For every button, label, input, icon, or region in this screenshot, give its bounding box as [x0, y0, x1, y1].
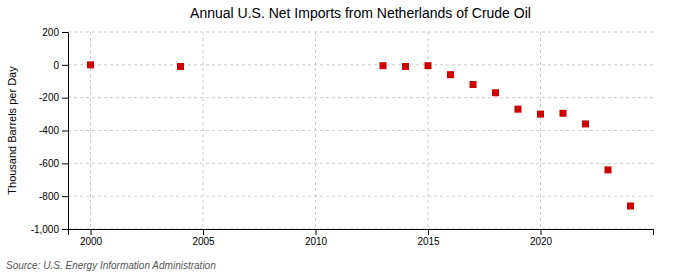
- x-tick-label: 2020: [530, 236, 553, 247]
- grid-line-y: [68, 32, 653, 33]
- grid-line-y: [68, 130, 653, 131]
- y-tick-mark: [62, 196, 68, 197]
- y-tick: -1,000: [31, 224, 68, 235]
- y-tick: -600: [39, 158, 68, 169]
- plot-area: 200020052010201520202000-200-400-600-800…: [31, 27, 654, 247]
- x-tick: 2010: [305, 229, 328, 247]
- source-annotation: Source: U.S. Energy Information Administ…: [6, 260, 216, 271]
- grid-line-y: [68, 163, 653, 164]
- point: [492, 89, 499, 96]
- title: Annual U.S. Net Imports from Netherlands…: [190, 5, 531, 21]
- y-tick-label: -200: [39, 92, 59, 103]
- chart-container: 200020052010201520202000-200-400-600-800…: [0, 0, 675, 275]
- point: [447, 71, 454, 78]
- grid-line-x: [540, 32, 541, 229]
- x-tick: 2020: [530, 229, 553, 247]
- y-axis: 200 0 -200 -400 -600 -800 -1,000: [31, 27, 69, 235]
- point: [470, 81, 477, 88]
- point: [560, 110, 567, 117]
- grid-line-y: [68, 97, 653, 98]
- grid-line-y: [68, 64, 653, 65]
- grid-line-x: [428, 32, 429, 229]
- y-tick-label: 200: [42, 27, 59, 38]
- x-tick: 2000: [80, 229, 103, 247]
- y-tick: -400: [39, 125, 68, 136]
- y-tick: 0: [53, 60, 68, 71]
- x-tick-label: 2010: [305, 236, 328, 247]
- x-axis-line: [69, 230, 654, 236]
- x-tick-label: 2015: [417, 236, 440, 247]
- grid-line-y: [68, 196, 653, 197]
- y-tick-label: -1,000: [31, 224, 60, 235]
- y-tick-mark: [62, 32, 68, 33]
- grid-line-x: [203, 32, 204, 229]
- x-tick: 2015: [417, 229, 440, 247]
- chart-svg: 200020052010201520202000-200-400-600-800…: [0, 0, 675, 275]
- point: [425, 62, 432, 69]
- point: [627, 203, 634, 210]
- x-tick-mark: [428, 229, 429, 235]
- point: [537, 111, 544, 118]
- y-tick-mark: [62, 163, 68, 164]
- y-tick-label: -600: [39, 158, 59, 169]
- point: [582, 120, 589, 127]
- y-tick-mark: [62, 131, 68, 132]
- y-tick-label: 0: [53, 60, 59, 71]
- grid: [68, 32, 653, 229]
- y-tick: -800: [39, 191, 68, 202]
- x-tick-mark: [203, 229, 204, 235]
- point: [87, 61, 94, 68]
- grid-line-x: [315, 32, 316, 229]
- x-tick-mark: [91, 229, 92, 235]
- x-tick-label: 2000: [80, 236, 103, 247]
- x-tick-mark: [541, 229, 542, 235]
- x-axis: 2000 2005 2010 2015 2020: [69, 229, 654, 247]
- point: [605, 166, 612, 173]
- x-tick: 2005: [192, 229, 215, 247]
- y-tick-mark: [62, 65, 68, 66]
- points: [87, 61, 634, 209]
- x-tick-label: 2005: [192, 236, 215, 247]
- y-axis-title: Thousand Barrels per Day: [6, 66, 18, 195]
- y-tick-mark: [62, 229, 68, 230]
- y-tick-mark: [62, 98, 68, 99]
- y-axis-line: [62, 33, 69, 230]
- x-tick-mark: [316, 229, 317, 235]
- y-tick-label: -400: [39, 125, 59, 136]
- point: [177, 63, 184, 70]
- point: [515, 106, 522, 113]
- point: [402, 63, 409, 70]
- y-tick: 200: [42, 27, 68, 38]
- y-tick: -200: [39, 92, 68, 103]
- point: [380, 62, 387, 69]
- y-tick-label: -800: [39, 191, 59, 202]
